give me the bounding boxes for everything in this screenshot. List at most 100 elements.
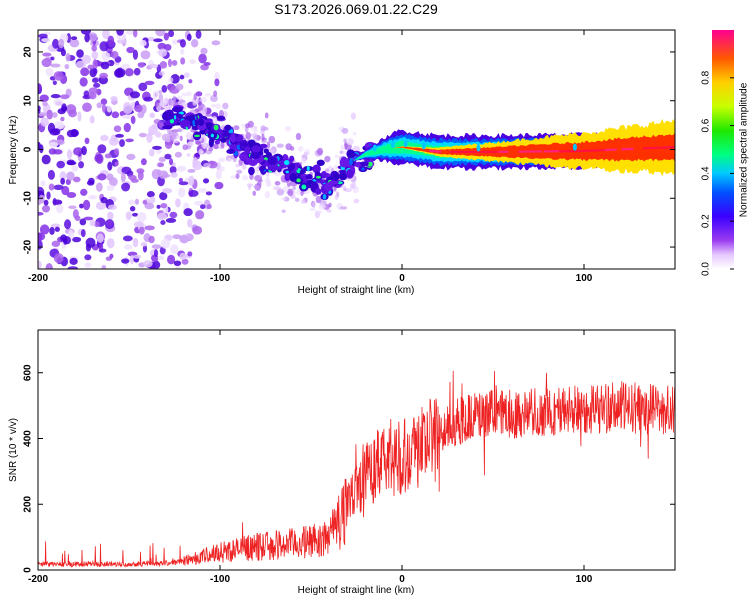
spectrogram-blob	[203, 162, 211, 168]
spectrogram-blob	[80, 30, 92, 35]
spectrogram-blob	[200, 47, 208, 55]
spectrogram-blob	[164, 153, 172, 160]
spectrogram-blob	[226, 148, 236, 155]
colorbar-ticks: 0.0 0.2 0.4 0.6 0.8	[701, 70, 734, 276]
spectrogram-blob	[138, 132, 147, 138]
spectrogram-blob	[140, 50, 151, 60]
spectrogram-spike	[572, 143, 577, 151]
spectrogram-blob	[40, 180, 46, 187]
spectrogram-blob	[101, 103, 107, 113]
spectrogram-blob	[89, 115, 95, 124]
spectrogram-blob	[175, 198, 181, 208]
spectrogram-blob	[53, 71, 64, 81]
x-tick-label: -200	[28, 273, 48, 284]
spectrogram-blob	[220, 141, 225, 149]
spectrogram-blob	[324, 155, 331, 163]
spectrogram-blob	[39, 224, 50, 235]
spectrogram-blob	[98, 248, 107, 253]
spectrogram-blob	[263, 126, 269, 131]
spectrogram-blob	[114, 148, 120, 156]
spectrogram-blob	[121, 166, 132, 175]
spectrogram-blob	[155, 131, 162, 138]
spectrogram-blob	[130, 178, 139, 183]
spectrogram-blob	[91, 77, 99, 83]
spectrogram-blob	[78, 161, 85, 169]
spectrogram-blob	[323, 182, 333, 192]
spectrogram-blob	[216, 115, 226, 121]
spectrogram-blob	[312, 200, 316, 209]
spectrogram-blob	[144, 202, 155, 210]
spectrogram-blob	[146, 36, 156, 42]
spectrogram-blob	[204, 92, 211, 97]
spectrogram-blob	[195, 30, 202, 39]
spectrogram-blob	[241, 162, 247, 170]
spectrogram-blob	[213, 143, 220, 150]
spectrogram-blob	[94, 221, 100, 228]
spectrogram-blob	[259, 143, 268, 149]
spectrogram-blob	[299, 169, 306, 174]
spectrogram-blob	[183, 104, 188, 108]
spectrogram-blob	[38, 112, 48, 117]
spectrogram-blob	[180, 57, 186, 65]
spectrogram-blob	[266, 141, 271, 149]
spectrogram-blob	[340, 144, 345, 151]
spectrogram-blob	[181, 258, 189, 265]
spectrogram-blob	[71, 165, 79, 172]
snr-y-ticks: 0 200 400 600	[23, 364, 675, 573]
spectrogram-blob	[276, 188, 285, 196]
spectrogram-x-ticks: -200 -100 0 100	[28, 30, 593, 284]
spectrogram-blob	[100, 196, 108, 204]
spectrogram-blob	[161, 133, 170, 142]
spectrogram-blob	[167, 58, 172, 68]
snr-series-line	[38, 370, 675, 568]
spectrogram-blob	[137, 62, 145, 68]
spectrogram-blob	[128, 199, 136, 205]
spectrogram-blob	[294, 197, 300, 202]
spectrogram-peak	[301, 184, 307, 190]
spectrogram-blob	[208, 137, 214, 148]
spectrogram-blob	[309, 207, 316, 212]
spectrogram-blob	[241, 141, 249, 148]
spectrogram-blob	[72, 236, 82, 243]
spectrogram-blob	[208, 146, 214, 152]
spectrogram-blob	[202, 178, 210, 184]
spectrogram-blob	[52, 149, 63, 155]
spectrogram-spike	[390, 140, 395, 148]
spectrogram-blob	[136, 212, 147, 223]
spectrogram-blob	[264, 191, 271, 199]
spectrogram-peak	[348, 159, 354, 166]
spectrogram-blob	[230, 133, 236, 143]
spectrogram-blob	[339, 206, 348, 210]
spectrogram-blob	[60, 116, 65, 122]
spectrogram-blob	[352, 145, 361, 152]
spectrogram-blob	[55, 204, 64, 214]
spectrogram-blob	[108, 204, 117, 210]
spectrogram-blob	[41, 58, 52, 68]
spectrogram-blob	[245, 123, 251, 129]
y-tick-label: 20	[23, 46, 34, 58]
spectrogram-blob	[158, 170, 169, 179]
spectrogram-blob	[119, 139, 125, 147]
spectrogram-blob	[59, 171, 67, 181]
spectrogram-blob	[148, 235, 155, 244]
spectrogram-blob	[111, 111, 120, 119]
spectrogram-blob	[70, 36, 78, 41]
spectrogram-blob	[171, 129, 179, 133]
spectrogram-blob	[108, 137, 119, 146]
spectrogram-blob	[186, 91, 192, 97]
spectrogram-blob	[140, 241, 148, 247]
spectrogram-blob	[253, 129, 258, 133]
spectrogram-blob	[188, 189, 199, 197]
y-tick-label: 400	[23, 430, 34, 447]
colorbar-tick-label: 0.0	[701, 262, 712, 276]
spectrogram-blob	[214, 78, 220, 87]
spectrogram-blob	[267, 156, 278, 165]
spectrogram-blob	[211, 40, 221, 46]
spectrogram-blob	[132, 49, 139, 60]
spectrogram-blob	[92, 68, 98, 75]
spectrogram-blob	[40, 117, 49, 127]
spectrogram-blob	[303, 152, 309, 156]
spectrogram-blob	[175, 266, 181, 269]
spectrogram-blob	[143, 260, 153, 268]
spectrogram-blob	[38, 194, 45, 204]
